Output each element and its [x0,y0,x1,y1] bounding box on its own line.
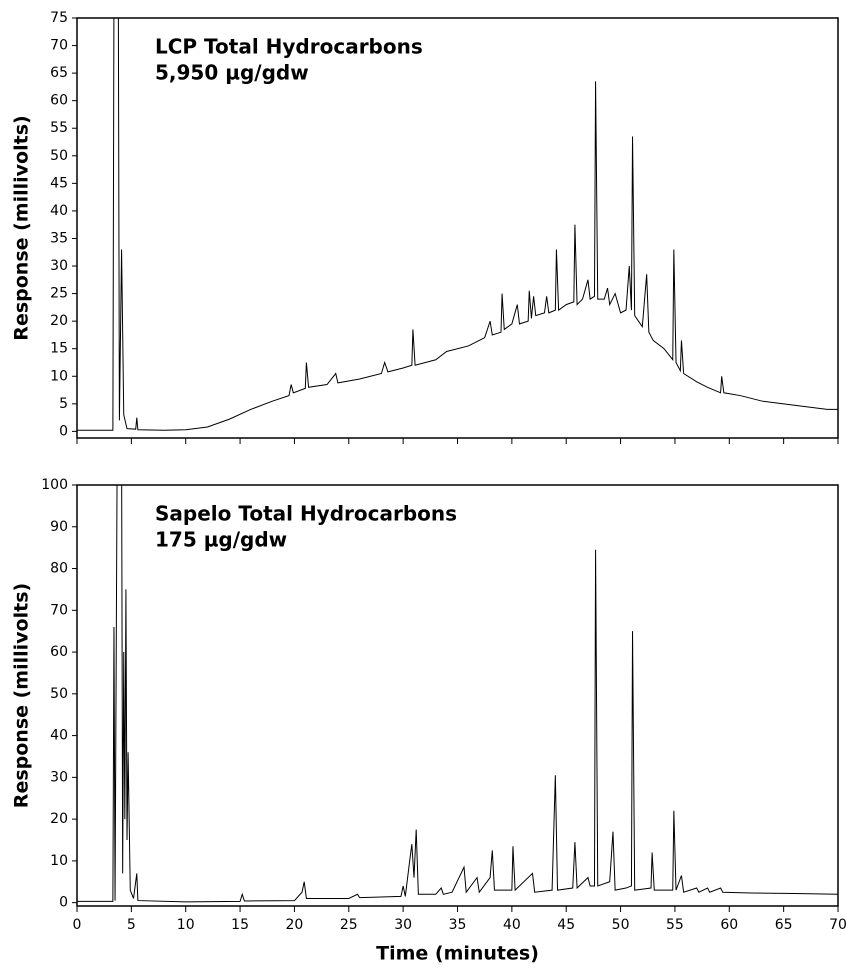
x-tick-label: 60 [720,917,738,933]
x-tick-label: 25 [340,917,358,933]
x-tick-label: 5 [127,917,136,933]
y-tick-label: 100 [41,477,68,493]
x-tick-label: 40 [503,917,521,933]
y-tick-label: 5 [59,396,68,412]
y-tick-label: 65 [50,65,68,81]
y-tick-label: 10 [50,853,68,869]
plot-area [77,485,838,903]
y-tick-label: 70 [50,602,68,618]
y-tick-label: 30 [50,258,68,274]
x-tick-label: 45 [557,917,575,933]
annotation: 175 µg/gdw [155,528,287,552]
x-tick-label: 20 [286,917,304,933]
x-tick-label: 50 [612,917,630,933]
y-tick-label: 75 [50,10,68,26]
y-tick-label: 70 [50,38,68,54]
annotation: 5,950 µg/gdw [155,61,309,85]
y-tick-label: 25 [50,286,68,302]
x-tick-label: 35 [449,917,467,933]
y-tick-label: 20 [50,811,68,827]
x-tick-label: 30 [394,917,412,933]
x-tick-label: 65 [775,917,793,933]
y-tick-label: 35 [50,230,68,246]
y-axis-label: Response (millivolts) [11,583,33,808]
y-tick-label: 60 [50,644,68,660]
y-tick-label: 40 [50,728,68,744]
y-tick-label: 0 [59,423,68,439]
y-tick-label: 40 [50,203,68,219]
plot-frame [76,484,839,907]
plot-area [77,18,838,431]
y-tick-label: 45 [50,175,68,191]
chromatogram-line [77,18,838,431]
x-tick-label: 10 [177,917,195,933]
chromatogram-line [77,485,838,903]
x-axis-label: Time (minutes) [376,943,539,965]
plot-frame [76,17,839,439]
y-tick-label: 55 [50,120,68,136]
x-tick-label: 55 [666,917,684,933]
y-tick-label: 20 [50,313,68,329]
x-tick-label: 0 [73,917,82,933]
x-tick-label: 70 [829,917,846,933]
x-tick-label: 15 [231,917,249,933]
y-tick-label: 90 [50,519,68,535]
y-tick-label: 50 [50,686,68,702]
y-tick-label: 60 [50,93,68,109]
y-tick-label: 15 [50,341,68,357]
y-tick-label: 80 [50,561,68,577]
y-tick-label: 10 [50,368,68,384]
annotation: Sapelo Total Hydrocarbons [155,502,457,526]
y-tick-label: 50 [50,148,68,164]
y-tick-label: 30 [50,769,68,785]
y-tick-label: 0 [59,895,68,911]
y-axis-label: Response (millivolts) [11,115,33,340]
annotation: LCP Total Hydrocarbons [155,35,423,59]
